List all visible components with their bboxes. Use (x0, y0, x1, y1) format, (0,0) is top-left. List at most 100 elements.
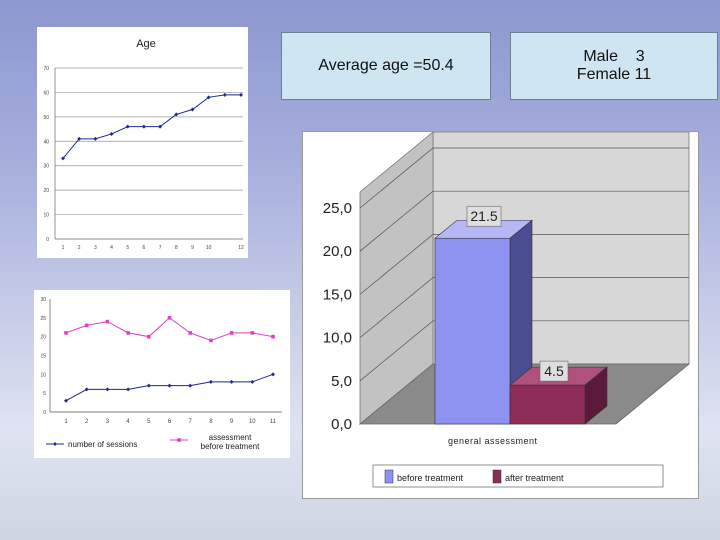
assessment-data-point (64, 331, 68, 335)
sessions-x-tick-label: 1 (64, 419, 68, 425)
gridline (359, 320, 689, 382)
assessment-data-point (271, 334, 275, 339)
data-label: 4.5 (544, 363, 564, 379)
age-y-tick-label: 0 (46, 237, 49, 243)
legend-assessment-label-bottom: before treatment (201, 442, 260, 451)
age-x-tick-label: 10 (206, 245, 212, 251)
sessions-y-tick-label: 0 (43, 410, 46, 416)
age-y-tick-label: 20 (43, 188, 49, 194)
assessment-chart-panel: 0,0 5,0 10,0 15,0 20,0 25,0 21.5 4.5 general ass… (302, 131, 699, 499)
sessions-x-tick-label: 7 (189, 419, 193, 425)
age-data-point (222, 92, 227, 97)
sessions-series-line (65, 317, 274, 341)
gridline (359, 147, 689, 209)
female-count-text: Female 11 (576, 66, 652, 83)
assessment-bar-chart: 0,0 5,0 10,0 15,0 20,0 25,0 21.5 4.5 general ass… (323, 131, 691, 488)
age-x-tick-label: 4 (110, 245, 113, 251)
age-x-tick-label: 12 (238, 245, 244, 251)
age-data-point (174, 112, 179, 117)
age-data-point (109, 131, 114, 136)
sessions-data-point (126, 387, 131, 392)
age-x-tick-label: 6 (143, 245, 146, 251)
sessions-y-tick-label: 10 (40, 372, 46, 378)
assessment-data-point (147, 334, 151, 339)
y-tick-label: 0,0 (331, 416, 352, 433)
sessions-data-point (146, 383, 151, 388)
age-x-tick-label: 5 (126, 245, 129, 251)
sessions-x-tick-label: 3 (106, 419, 110, 425)
sessions-x-tick-label: 6 (168, 419, 172, 425)
y-tick-label: 15,0 (323, 286, 352, 303)
sessions-y-tick-label: 20 (40, 335, 46, 341)
age-y-tick-label: 60 (43, 90, 49, 96)
sessions-x-tick-label: 5 (147, 419, 151, 425)
sessions-data-point (250, 379, 255, 384)
age-data-point (93, 136, 98, 141)
data-label-box (539, 360, 569, 382)
assessment-data-point (126, 331, 130, 335)
age-data-point (125, 124, 130, 129)
age-data-point (206, 95, 211, 100)
bar-front (434, 237, 511, 425)
category-label: general assessment (448, 436, 538, 446)
age-y-tick-label: 10 (43, 213, 49, 219)
age-y-tick-label: 50 (43, 115, 49, 121)
male-count-text: Male 3 (583, 48, 645, 65)
sessions-x-tick-label: 10 (249, 419, 256, 425)
sessions-data-point (105, 387, 110, 392)
assessment-data-point (209, 338, 213, 343)
sessions-data-point (229, 379, 234, 384)
sessions-data-point (167, 383, 172, 388)
age-chart-title: Age (136, 38, 156, 50)
sessions-x-tick-label: 9 (230, 419, 234, 425)
gridline (359, 190, 689, 252)
assessment-data-point (167, 316, 172, 320)
gridline (359, 234, 689, 295)
assessment-data-point (84, 323, 89, 328)
legend-assessment-label-top: assessment (209, 433, 252, 442)
sessions-data-point (64, 398, 68, 403)
age-data-point (77, 136, 82, 141)
sessions-line-chart: 0 5 10 15 20 25 30 1 2 3 4 5 6 7 8 9 10 11 number of sessi… (40, 297, 282, 451)
sessions-data-point (84, 387, 89, 392)
sessions-chart-panel: 0 5 10 15 20 25 30 1 2 3 4 5 6 7 8 9 10 11 number of sessi… (34, 290, 290, 458)
average-age-text: Average age =50.4 (318, 57, 454, 74)
assessment-data-point (250, 331, 255, 335)
legend-sessions-label: number of sessions (68, 440, 137, 449)
sessions-y-tick-label: 15 (40, 354, 46, 360)
average-age-box: Average age =50.4 (281, 32, 491, 100)
legend-box (372, 464, 664, 488)
age-x-tick-label: 3 (94, 245, 97, 251)
age-y-tick-label: 40 (43, 139, 49, 145)
sessions-data-point (271, 372, 275, 377)
age-data-point (158, 124, 163, 129)
age-y-tick-label: 70 (43, 66, 49, 72)
age-x-tick-label: 9 (191, 245, 194, 251)
sessions-x-tick-label: 8 (209, 419, 213, 425)
legend-sessions-marker (53, 442, 57, 446)
age-x-tick-label: 8 (175, 245, 178, 251)
legend-before-swatch (384, 469, 394, 484)
gridline (359, 277, 689, 338)
bar-front (509, 384, 586, 425)
y-tick-label: 10,0 (323, 330, 352, 347)
sessions-data-point (188, 383, 193, 388)
y-tick-label: 20,0 (323, 243, 352, 260)
age-data-point (190, 107, 195, 112)
y-tick-label: 5,0 (331, 373, 352, 390)
age-data-point (61, 156, 65, 161)
y-tick-label: 25,0 (323, 200, 352, 217)
assessment-data-point (105, 319, 110, 324)
legend-after-swatch (492, 469, 502, 484)
sessions-x-tick-label: 4 (126, 419, 130, 425)
sessions-data-point (208, 379, 213, 384)
legend-before-label: before treatment (397, 473, 464, 483)
legend-assessment-marker (177, 438, 181, 442)
age-chart-panel: Age 0 10 20 30 40 50 60 70 1 2 3 4 5 6 7 8 9 10 12 (37, 27, 248, 258)
data-label: 21.5 (470, 208, 497, 224)
age-x-tick-label: 1 (62, 245, 65, 251)
assessment-data-point (229, 331, 234, 335)
data-label-box (466, 205, 502, 227)
sessions-y-tick-label: 5 (43, 391, 46, 397)
